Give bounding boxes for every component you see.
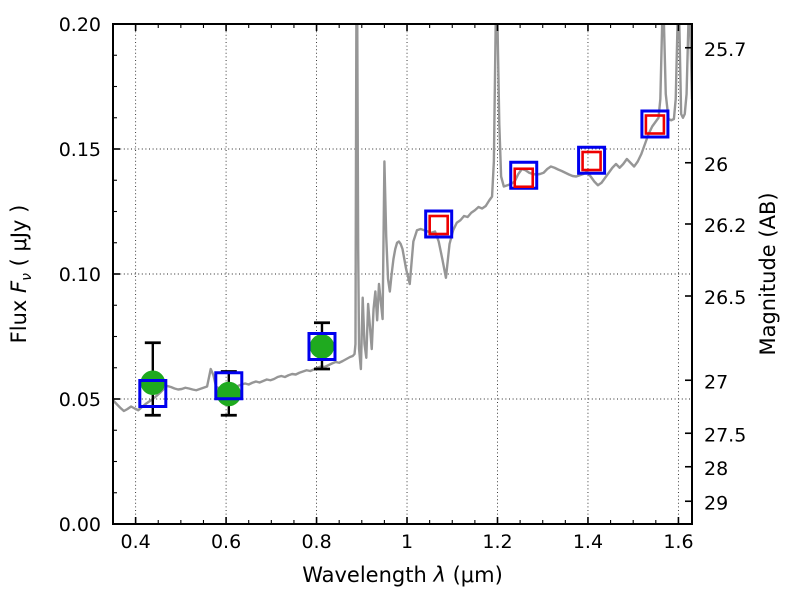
xtick-label-1: 0.6: [211, 531, 241, 553]
y2tick-label-5: 27.5: [704, 424, 746, 446]
xaxis-title: Wavelength λ (μm): [302, 563, 503, 587]
model-point-blue-5[interactable]: [577, 145, 607, 175]
y2tick-label-1: 26: [704, 154, 728, 176]
y2tick-label-4: 27: [704, 371, 728, 393]
observed-point-0[interactable]: [140, 370, 166, 395]
y2tick-label-6: 28: [704, 458, 728, 480]
xtick-label-0: 0.4: [121, 531, 151, 553]
yaxis-title: Flux Fν ( μJy ): [7, 205, 35, 344]
model-point-blue-4[interactable]: [509, 160, 539, 190]
model-point-blue-2[interactable]: [307, 332, 337, 361]
xtick-label-3: 1: [401, 531, 413, 553]
xtick-label-2: 0.8: [301, 531, 331, 553]
y2axis-title: Magnitude (AB): [756, 192, 780, 355]
y2tick-label-0: 25.7: [704, 39, 746, 61]
observed-point-1[interactable]: [216, 381, 242, 407]
y2tick-label-2: 26.2: [704, 215, 746, 237]
model-point-red-3[interactable]: [644, 114, 666, 135]
ytick-label-0: 0.00: [59, 514, 101, 536]
model-point-blue-6[interactable]: [640, 109, 670, 139]
observed-point-2[interactable]: [309, 334, 335, 359]
xtick-label-6: 1.6: [663, 531, 693, 553]
xtick-label-5: 1.4: [573, 531, 603, 553]
model-point-red-1[interactable]: [513, 167, 535, 189]
y2tick-label-3: 26.5: [704, 287, 746, 309]
model-point-blue-0[interactable]: [138, 379, 168, 408]
model-point-blue-1[interactable]: [214, 371, 244, 401]
ytick-label-2: 0.10: [59, 264, 101, 286]
xtick-label-4: 1.2: [482, 531, 512, 553]
y2tick-label-7: 29: [704, 492, 728, 514]
ytick-label-1: 0.05: [59, 389, 101, 411]
model-point-red-0[interactable]: [428, 214, 449, 236]
model-point-blue-3[interactable]: [424, 209, 454, 239]
ytick-label-3: 0.15: [59, 139, 101, 161]
model-point-red-2[interactable]: [581, 150, 602, 172]
ytick-label-4: 0.20: [59, 14, 101, 36]
